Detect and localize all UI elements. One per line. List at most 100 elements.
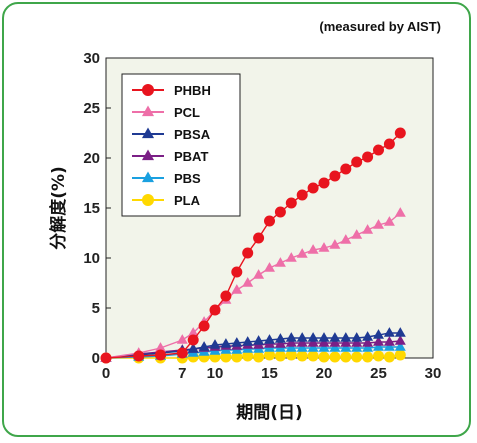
data-point: [253, 232, 265, 244]
data-point: [296, 189, 308, 201]
legend-label: PLA: [174, 193, 201, 208]
data-point: [383, 341, 395, 351]
data-point: [176, 334, 188, 344]
data-point: [394, 341, 406, 351]
data-point: [285, 197, 297, 209]
data-point: [307, 350, 319, 362]
legend-marker: [142, 84, 154, 96]
data-point: [362, 342, 374, 352]
data-point: [296, 350, 308, 362]
data-point: [318, 332, 330, 342]
legend-entry: PBSA: [132, 127, 211, 142]
legend-marker: [142, 194, 154, 206]
y-tick-label: 15: [83, 200, 100, 217]
y-tick-label: 25: [83, 100, 100, 117]
data-point: [220, 290, 232, 302]
data-point: [373, 144, 384, 156]
data-point: [340, 234, 352, 244]
data-point: [351, 337, 363, 347]
legend-entry: PBAT: [132, 149, 208, 164]
data-point: [329, 337, 341, 347]
data-point: [253, 269, 265, 279]
legend-marker: [141, 105, 155, 117]
legend-marker: [141, 171, 155, 183]
y-tick-label: 0: [92, 350, 100, 367]
data-point: [318, 177, 330, 189]
x-tick-label: 30: [425, 365, 442, 382]
data-point: [307, 332, 319, 342]
data-point: [220, 338, 232, 348]
legend-label: PHBH: [174, 83, 211, 98]
data-point: [362, 224, 374, 234]
data-point: [274, 338, 286, 348]
data-point: [274, 206, 286, 218]
data-point: [242, 247, 254, 259]
data-point: [285, 252, 297, 262]
data-point: [318, 351, 330, 363]
data-point: [209, 304, 221, 316]
x-axis-label: 期間(日): [236, 403, 303, 423]
data-point: [155, 342, 166, 352]
data-point: [373, 336, 384, 346]
data-point: [133, 350, 145, 362]
legend-marker: [141, 127, 155, 139]
legend-label: PBS: [174, 171, 201, 186]
data-point: [274, 257, 286, 267]
x-tick-label: 25: [370, 365, 387, 382]
y-tick-label: 5: [92, 300, 100, 317]
data-point: [187, 327, 199, 337]
data-point: [231, 266, 243, 278]
legend-entry: PLA: [132, 193, 201, 208]
data-point: [296, 332, 308, 342]
data-point: [285, 337, 297, 347]
series-phbh: [100, 127, 406, 364]
data-point: [296, 248, 308, 258]
data-point: [274, 350, 286, 362]
legend-entry: PHBH: [132, 83, 211, 98]
data-point: [394, 335, 406, 345]
data-point: [373, 350, 384, 362]
data-point: [264, 349, 275, 361]
legend-box: [121, 73, 241, 217]
data-point: [394, 327, 406, 337]
data-point: [394, 127, 406, 139]
data-point: [351, 342, 363, 352]
data-point: [318, 342, 330, 352]
data-point: [285, 349, 297, 361]
data-point: [329, 239, 341, 249]
data-point: [307, 244, 319, 254]
data-point: [187, 343, 199, 353]
data-point: [373, 341, 384, 351]
legend-entry: PCL: [132, 105, 200, 120]
data-point: [362, 337, 374, 347]
data-point: [242, 350, 254, 362]
data-point: [296, 342, 308, 352]
data-point: [242, 336, 254, 346]
data-point: [394, 349, 406, 361]
x-tick-label: 7: [178, 365, 186, 382]
data-point: [351, 156, 363, 168]
x-tick-label: 10: [207, 365, 224, 382]
data-point: [340, 332, 352, 342]
data-point: [198, 341, 210, 351]
data-point: [351, 351, 363, 363]
data-point: [307, 342, 319, 352]
data-point: [340, 351, 352, 363]
data-point: [253, 335, 265, 345]
data-point: [253, 351, 265, 363]
legend-marker: [141, 149, 155, 161]
y-tick-label: 10: [83, 250, 100, 267]
data-point: [340, 342, 352, 352]
legend-label: PBSA: [174, 127, 211, 142]
data-point: [383, 351, 395, 363]
data-point: [329, 342, 341, 352]
data-point: [383, 138, 395, 150]
data-point: [274, 333, 286, 343]
data-point: [307, 337, 319, 347]
measurement-note: (measured by AIST): [319, 19, 441, 34]
data-point: [264, 334, 275, 344]
data-point: [176, 347, 188, 359]
data-point: [209, 339, 221, 349]
data-point: [362, 331, 374, 341]
